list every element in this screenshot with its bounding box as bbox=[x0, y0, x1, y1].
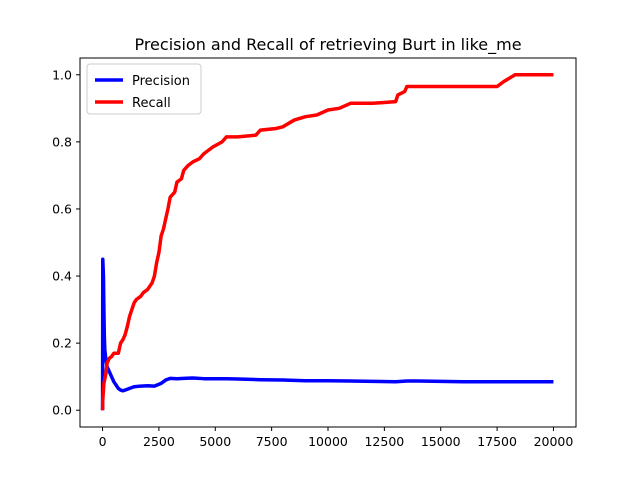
y-tick-label: 1.0 bbox=[52, 67, 72, 82]
legend: Precision Recall bbox=[86, 63, 202, 115]
x-tick-label: 20000 bbox=[534, 434, 574, 449]
x-tick-label: 7500 bbox=[256, 434, 288, 449]
x-tick-label: 0 bbox=[99, 434, 107, 449]
x-tick-label: 12500 bbox=[364, 434, 404, 449]
y-tick-label: 0.0 bbox=[52, 403, 72, 418]
series-line-recall bbox=[100, 73, 554, 411]
y-tick-label: 0.8 bbox=[52, 134, 72, 149]
x-tick-label: 17500 bbox=[477, 434, 517, 449]
y-tick-label: 0.4 bbox=[52, 269, 72, 284]
x-tick-label: 15000 bbox=[421, 434, 461, 449]
legend-label-precision: Precision bbox=[132, 74, 190, 89]
x-tick-label: 10000 bbox=[308, 434, 348, 449]
legend-label-recall: Recall bbox=[132, 96, 171, 111]
y-tick-label: 0.2 bbox=[52, 336, 72, 351]
y-tick-label: 0.6 bbox=[52, 201, 72, 216]
chart-title: Precision and Recall of retrieving Burt … bbox=[134, 35, 521, 55]
x-tick-label: 5000 bbox=[199, 434, 231, 449]
plot-area bbox=[100, 73, 554, 411]
series-line-precision bbox=[100, 257, 554, 411]
axes: 0 2500 5000 7500 10000 12500 15000 17500 20000 0.… bbox=[52, 57, 577, 449]
x-tick-label: 2500 bbox=[143, 434, 175, 449]
